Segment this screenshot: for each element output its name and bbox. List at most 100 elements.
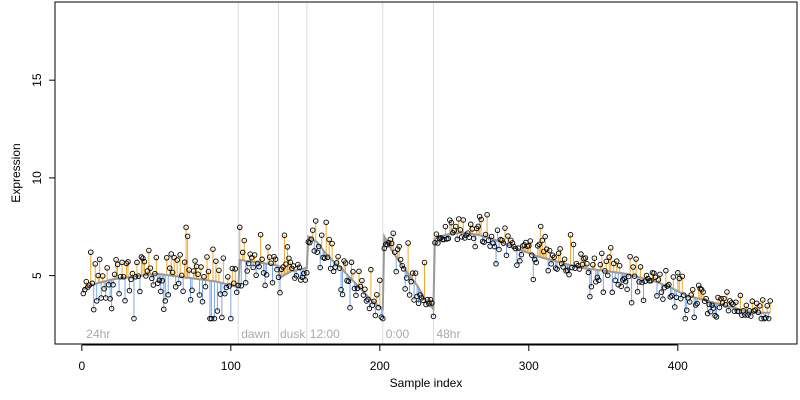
data-point	[175, 280, 182, 287]
data-point	[329, 240, 335, 247]
data-point	[140, 255, 146, 262]
data-point	[612, 277, 618, 284]
data-point	[682, 315, 689, 322]
data-point	[108, 305, 115, 312]
data-point	[654, 293, 660, 299]
data-point	[198, 264, 204, 270]
data-point	[156, 277, 163, 284]
data-point	[448, 219, 455, 226]
data-point	[324, 254, 331, 260]
data-point	[311, 248, 318, 254]
data-point	[169, 269, 176, 276]
data-point	[366, 305, 373, 312]
data-point	[539, 237, 545, 244]
data-point	[532, 256, 538, 263]
data-point	[180, 288, 186, 295]
data-point	[134, 259, 140, 266]
data-point	[587, 293, 593, 300]
data-point	[432, 239, 438, 246]
y-axis: 5 10 15	[30, 73, 56, 279]
data-point	[578, 251, 584, 257]
data-point	[762, 315, 769, 321]
data-point	[748, 313, 754, 319]
data-point	[360, 292, 367, 298]
data-point	[161, 306, 167, 312]
data-point	[111, 271, 118, 278]
data-point	[615, 281, 621, 288]
phase-label: dawn	[241, 327, 270, 341]
data-point	[357, 283, 364, 290]
data-point	[189, 287, 195, 294]
data-point	[454, 236, 461, 243]
data-point	[534, 243, 541, 249]
data-point	[174, 257, 180, 263]
data-point	[129, 270, 136, 277]
data-point	[406, 292, 413, 298]
data-point	[622, 278, 629, 285]
data-point	[326, 236, 332, 243]
data-point	[561, 256, 568, 262]
data-point	[396, 243, 402, 250]
data-point	[554, 266, 560, 272]
data-point	[232, 266, 239, 272]
data-point	[616, 262, 623, 269]
data-point	[394, 246, 401, 253]
data-point	[518, 251, 525, 258]
data-point	[618, 283, 624, 290]
data-point	[93, 298, 100, 304]
data-point	[514, 262, 520, 268]
data-point	[722, 302, 729, 308]
data-point	[229, 265, 236, 272]
data-point	[655, 277, 662, 283]
data-point	[613, 258, 620, 264]
data-point	[205, 268, 212, 275]
data-point	[231, 280, 237, 286]
data-point	[101, 286, 107, 292]
data-point	[350, 268, 356, 275]
data-point	[485, 237, 492, 244]
data-point	[584, 261, 590, 267]
data-point	[228, 315, 234, 322]
data-point	[281, 232, 288, 239]
data-point	[707, 308, 714, 315]
data-point	[216, 267, 222, 274]
data-point	[526, 242, 532, 249]
data-point	[660, 296, 666, 302]
y-tick-label: 10	[30, 171, 44, 185]
data-point	[283, 261, 289, 267]
data-point	[625, 273, 632, 280]
data-point	[710, 305, 717, 311]
data-point	[712, 312, 718, 319]
data-point	[107, 295, 113, 302]
data-point	[628, 299, 635, 306]
data-point	[284, 244, 291, 250]
data-point	[187, 297, 194, 303]
data-point	[627, 253, 633, 260]
data-point	[755, 309, 762, 316]
data-point	[724, 289, 730, 295]
data-point	[692, 302, 699, 308]
data-point	[496, 246, 502, 253]
data-point	[701, 298, 708, 304]
data-point	[141, 258, 148, 265]
data-point	[530, 276, 537, 283]
data-point	[244, 268, 250, 274]
data-point	[265, 244, 271, 250]
data-point	[475, 223, 481, 230]
data-point	[599, 250, 605, 257]
data-point	[429, 300, 435, 306]
data-point	[380, 315, 386, 322]
data-point	[403, 275, 410, 281]
data-point	[166, 265, 173, 271]
data-point	[703, 295, 709, 302]
data-point	[242, 279, 249, 286]
data-point	[764, 302, 770, 309]
data-point	[757, 303, 763, 309]
data-point	[533, 259, 540, 266]
data-point	[378, 314, 385, 320]
data-point	[548, 261, 554, 267]
x-tick-label: 300	[519, 359, 539, 373]
data-point	[123, 260, 130, 267]
data-point	[688, 292, 694, 298]
x-tick-label: 0	[78, 359, 85, 373]
